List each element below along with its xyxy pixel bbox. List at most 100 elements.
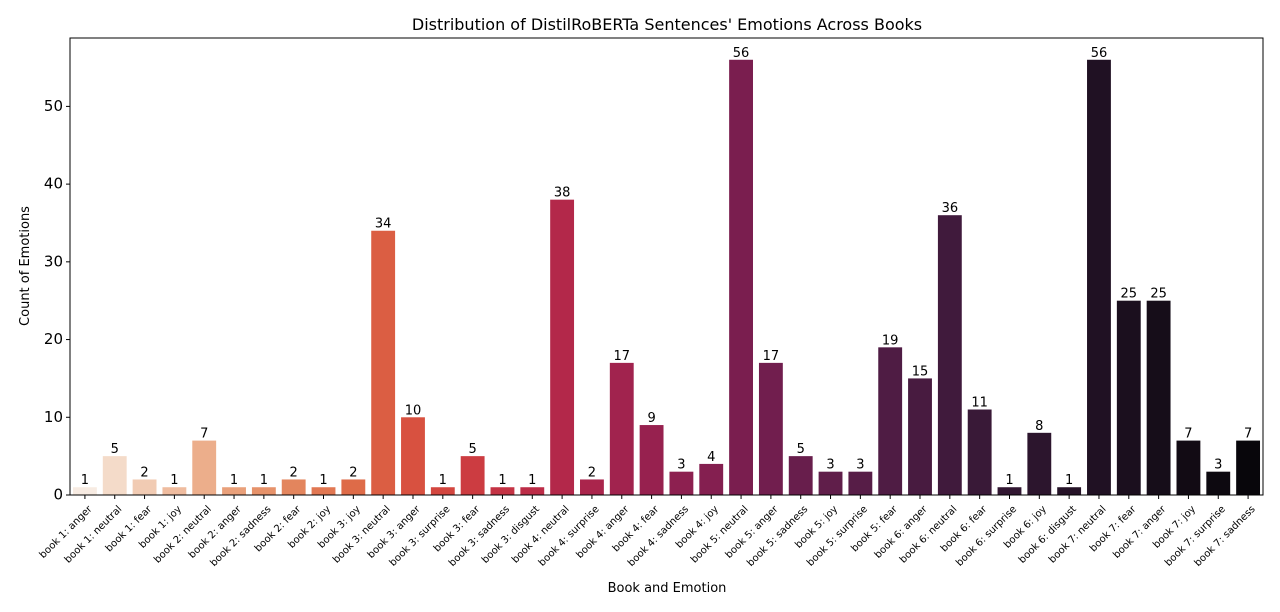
data-label: 3 [856,458,864,473]
data-label: 7 [1244,427,1252,442]
bar [550,199,575,496]
x-tick-label: book 5: anger [724,503,782,561]
bar [818,471,843,495]
data-label: 1 [260,473,268,488]
x-tick-label: book 7: anger [1111,503,1169,561]
data-label: 9 [647,411,655,426]
bar [192,440,217,495]
data-label: 5 [468,442,476,457]
bars-group [72,59,1261,496]
bar [1057,487,1082,495]
bar [1236,440,1261,495]
bar [490,487,515,495]
data-label: 2 [349,465,357,480]
data-label: 8 [1035,419,1043,434]
data-label: 15 [912,364,929,379]
y-tick-label: 20 [44,330,63,348]
data-label: 36 [942,201,959,216]
data-label: 7 [1184,427,1192,442]
x-tick-label: book 3: anger [366,503,424,561]
y-tick-label: 0 [53,486,63,504]
bar [251,487,276,495]
bar [699,463,724,495]
y-tick-label: 30 [44,252,63,270]
data-label: 5 [111,442,119,457]
bar [520,487,545,495]
bar [1027,432,1052,495]
bar [908,378,932,495]
data-label: 3 [1214,458,1222,473]
x-tick-label: book 2: anger [187,503,245,561]
bar [788,456,813,495]
bar [72,487,97,495]
bar [967,409,992,495]
data-label: 3 [677,458,685,473]
bar [430,487,455,495]
data-label: 1 [81,473,89,488]
data-label: 38 [554,186,571,201]
data-label: 56 [1091,46,1108,61]
data-label: 17 [613,349,630,364]
bar [222,487,246,495]
bar [132,479,157,495]
data-label: 56 [733,46,750,61]
bar [758,362,783,495]
data-label: 10 [405,403,422,418]
bar [371,230,396,496]
bar [937,215,962,495]
bar [401,417,425,495]
bar [1087,59,1111,496]
data-label: 25 [1121,287,1138,302]
bar [1146,300,1171,495]
bar [1116,300,1141,495]
data-label: 19 [882,333,899,348]
bar [639,425,664,495]
data-label: 1 [528,473,536,488]
x-tick-label: book 1: anger [38,503,96,561]
y-tick-label: 40 [44,175,63,193]
data-label: 4 [707,450,715,465]
x-tick-label: book 6: anger [873,503,931,561]
bar [848,471,873,495]
bar [580,479,604,495]
data-label: 1 [230,473,238,488]
data-label: 17 [763,349,780,364]
data-label: 1 [1005,473,1013,488]
data-label: 34 [375,217,392,232]
bar [997,487,1022,495]
data-label: 5 [797,442,805,457]
data-label: 7 [200,427,208,442]
bar [311,487,336,495]
data-label: 11 [971,396,988,411]
data-label: 2 [290,465,298,480]
chart-title: Distribution of DistilRoBERTa Sentences'… [412,15,922,34]
data-label: 2 [140,465,148,480]
data-label: 1 [439,473,447,488]
x-axis-label: Book and Emotion [608,581,727,596]
data-label: 2 [588,465,596,480]
data-label: 25 [1150,287,1167,302]
y-tick-label: 50 [44,97,63,115]
y-axis: 0 10 20 30 40 50 [44,97,70,504]
bar [1206,471,1231,495]
x-tick-label: book 4: anger [574,503,632,561]
bar [162,487,187,495]
bar [460,456,485,495]
bar [669,471,694,495]
bar [341,479,366,495]
bar [102,456,127,495]
bar [878,347,903,495]
bar [1176,440,1201,495]
bar [729,59,753,496]
bar [609,362,634,495]
plot-frame [69,37,1264,496]
data-label: 1 [1065,473,1073,488]
data-label: 1 [498,473,506,488]
data-label: 1 [170,473,178,488]
data-label: 3 [826,458,834,473]
y-axis-label: Count of Emotions [18,206,33,326]
data-label: 1 [319,473,327,488]
